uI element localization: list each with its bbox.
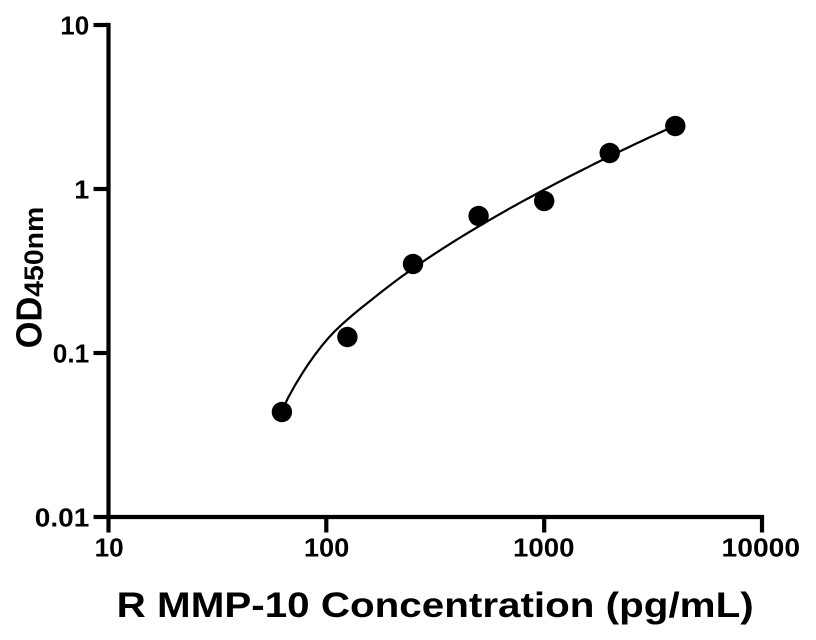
svg-text:100: 100	[304, 533, 350, 563]
svg-text:10000: 10000	[722, 533, 801, 563]
svg-text:OD450nm: OD450nm	[8, 207, 49, 349]
svg-text:0.01: 0.01	[35, 503, 90, 533]
svg-text:0.1: 0.1	[53, 339, 90, 369]
svg-text:1000: 1000	[513, 533, 575, 563]
svg-text:1: 1	[74, 175, 89, 205]
svg-text:10: 10	[60, 11, 89, 41]
svg-text:R MMP-10 Concentration (pg/mL): R MMP-10 Concentration (pg/mL)	[117, 585, 754, 625]
svg-text:10: 10	[95, 533, 124, 563]
